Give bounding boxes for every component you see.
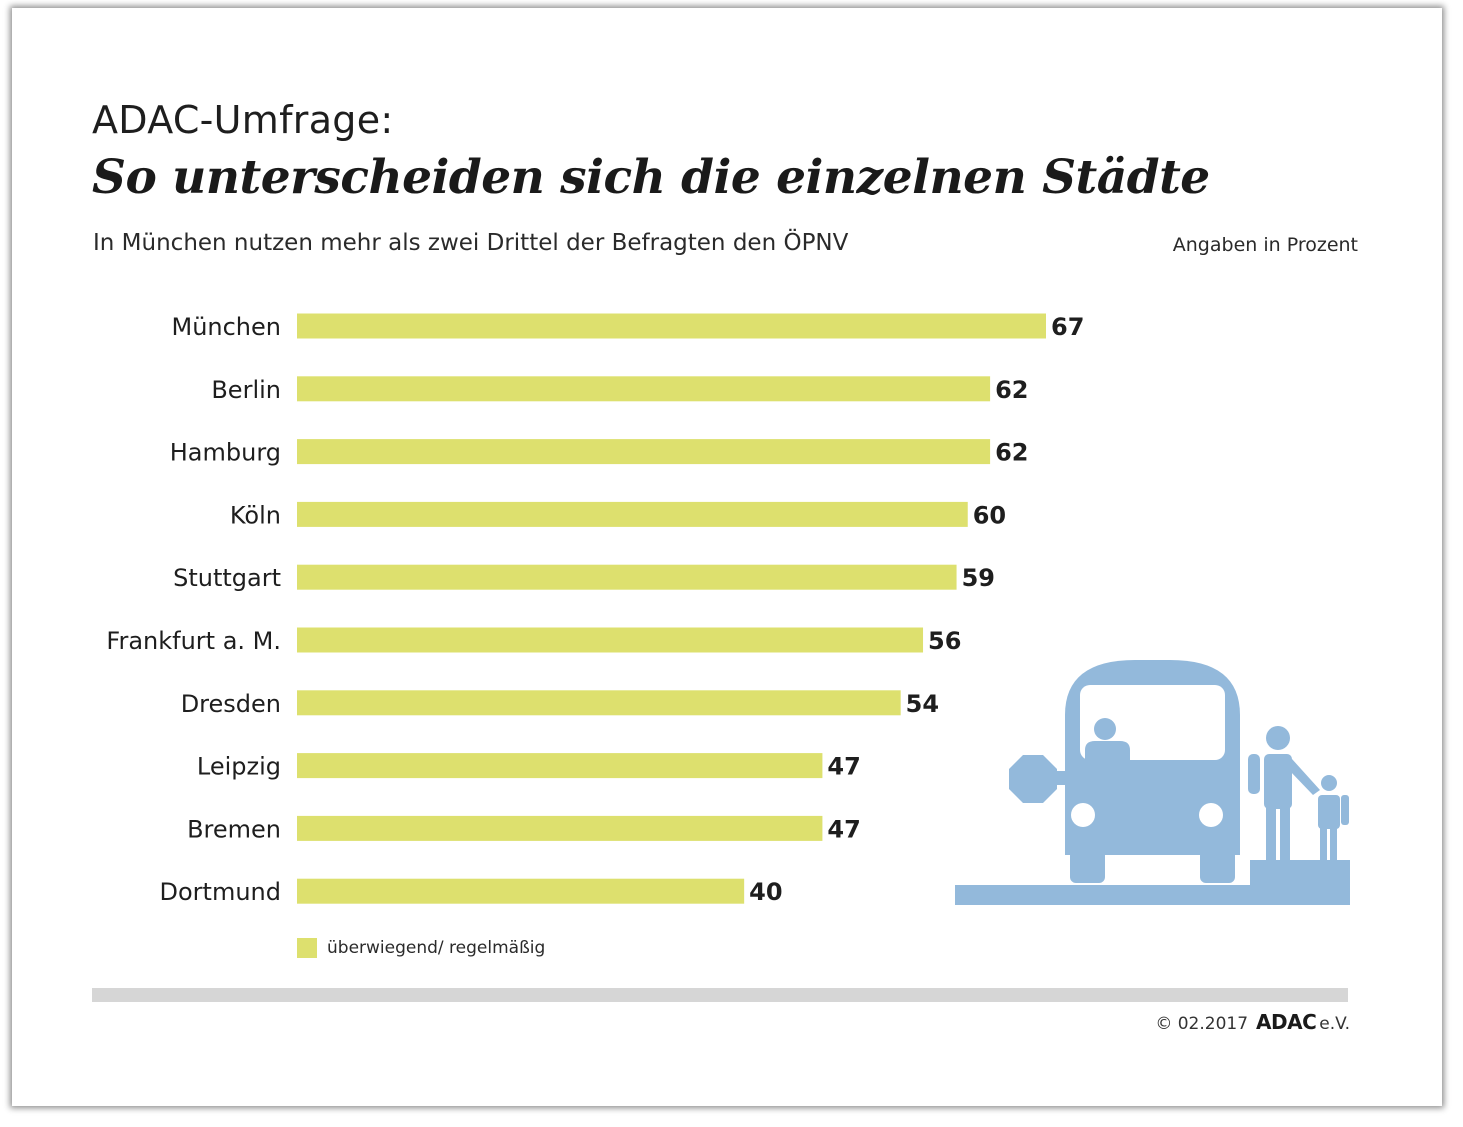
value-label: 59 [962,564,995,592]
category-label: Dresden [181,690,281,718]
category-label: Leipzig [197,753,281,781]
value-label: 54 [906,690,939,718]
legend: überwiegend/ regelmäßig [297,938,545,958]
bus-stop-illustration [955,660,1350,905]
bar-6 [297,690,901,716]
bar-5 [297,627,924,653]
chart-subtitle: In München nutzen mehr als zwei Drittel … [93,230,849,256]
legend-swatch [297,938,317,958]
chart-kicker: ADAC-Umfrage: [92,98,394,142]
unit-note: Angaben in Prozent [1172,234,1358,256]
value-label: 60 [973,501,1006,529]
footer: © 02.2017 ADAC e.V. [1155,1010,1350,1034]
bar-9 [297,878,745,904]
value-label: 62 [995,439,1028,467]
category-label: Hamburg [170,439,281,467]
value-label: 67 [1051,313,1084,341]
brand-logo: ADAC [1256,1010,1317,1034]
bar-8 [297,815,823,841]
category-label: Dortmund [160,878,281,906]
bar-4 [297,564,957,590]
bar-2 [297,439,991,465]
category-label: Köln [230,501,281,529]
legend-label: überwiegend/ regelmäßig [327,938,546,958]
copyright-text: © 02.2017 [1155,1014,1249,1034]
category-label: München [171,313,281,341]
category-label: Stuttgart [173,564,281,592]
value-label: 47 [827,753,860,781]
category-label: Frankfurt a. M. [106,627,281,655]
bar-3 [297,501,968,527]
value-label: 47 [827,815,860,843]
chart-card [12,8,1442,1106]
value-label: 40 [749,878,782,906]
bus-stop-icon [955,660,1350,905]
category-label: Bremen [187,815,281,843]
footer-divider [92,988,1348,1002]
bar-7 [297,753,823,779]
category-label: Berlin [211,376,281,404]
value-label: 62 [995,376,1028,404]
chart-headline: So unterscheiden sich die einzelnen Städ… [92,150,1210,205]
value-label: 56 [928,627,961,655]
brand-suffix: e.V. [1319,1014,1350,1034]
bar-0 [297,313,1046,339]
bar-1 [297,376,991,402]
